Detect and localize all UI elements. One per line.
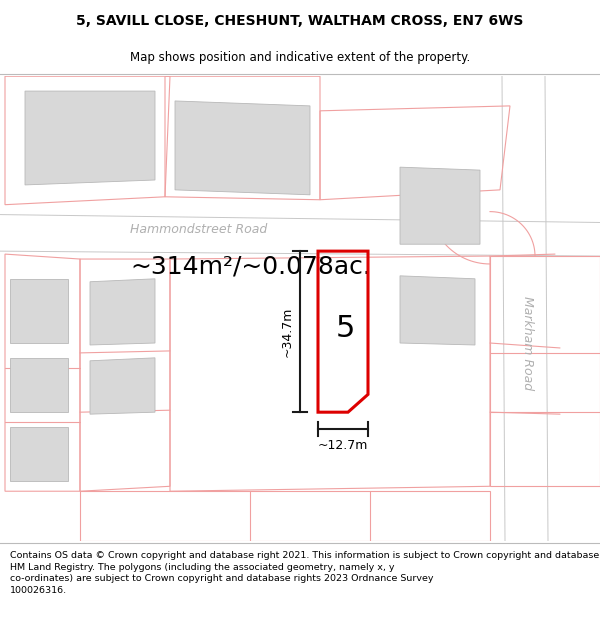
Polygon shape	[90, 358, 155, 414]
Polygon shape	[10, 358, 68, 412]
Polygon shape	[25, 91, 155, 185]
Text: Map shows position and indicative extent of the property.: Map shows position and indicative extent…	[130, 51, 470, 64]
Polygon shape	[90, 279, 155, 345]
Text: Contains OS data © Crown copyright and database right 2021. This information is : Contains OS data © Crown copyright and d…	[10, 551, 600, 595]
Polygon shape	[10, 427, 68, 481]
Text: ~34.7m: ~34.7m	[281, 306, 293, 357]
Polygon shape	[400, 276, 475, 345]
Text: Markham Road: Markham Road	[521, 296, 533, 390]
Text: 5, SAVILL CLOSE, CHESHUNT, WALTHAM CROSS, EN7 6WS: 5, SAVILL CLOSE, CHESHUNT, WALTHAM CROSS…	[76, 14, 524, 28]
Text: ~12.7m: ~12.7m	[318, 439, 368, 452]
Text: 5: 5	[335, 314, 355, 342]
Polygon shape	[10, 279, 68, 343]
Polygon shape	[400, 167, 480, 244]
Text: ~314m²/~0.078ac.: ~314m²/~0.078ac.	[130, 254, 371, 278]
Text: Hammondstreet Road: Hammondstreet Road	[130, 223, 267, 236]
Polygon shape	[175, 101, 310, 195]
